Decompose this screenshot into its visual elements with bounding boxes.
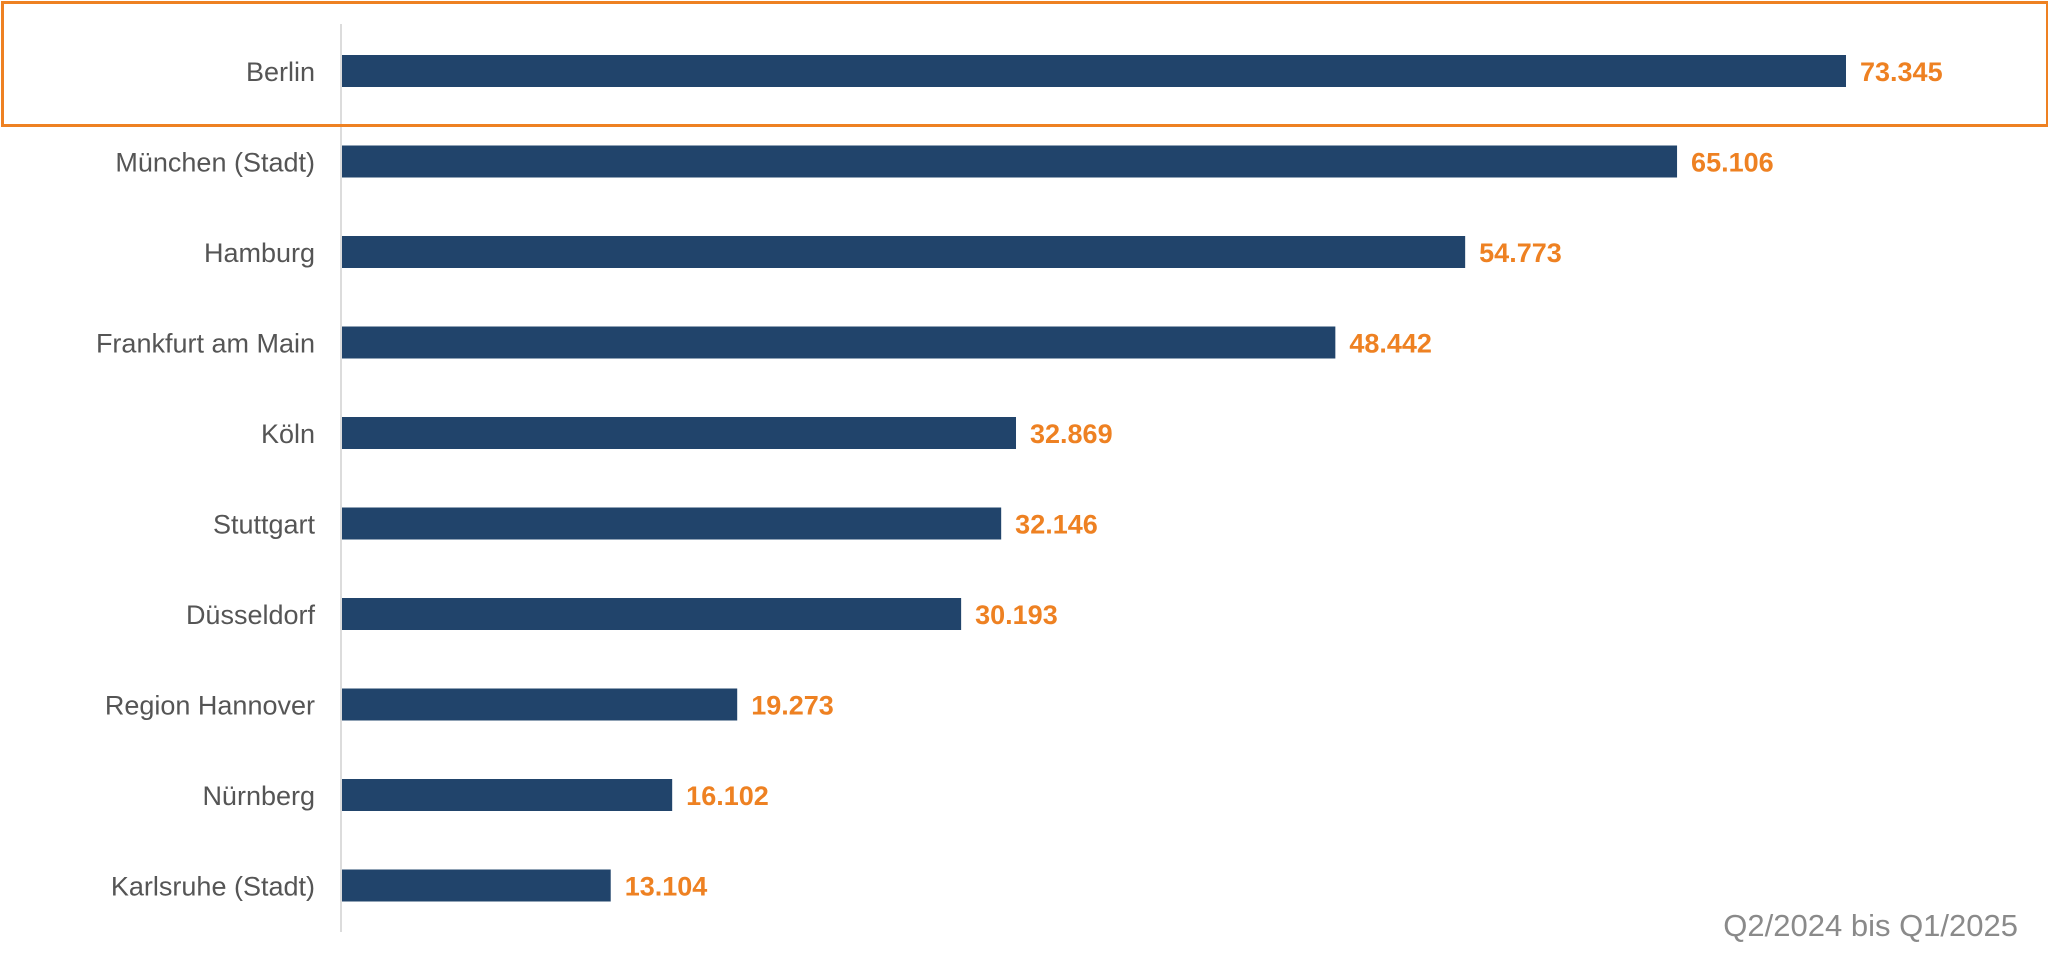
- value-label: 19.273: [751, 691, 834, 721]
- value-label: 73.345: [1860, 57, 1943, 87]
- bars-group: Berlin 73.345 München (Stadt) 65.106 Hamburg…: [96, 55, 1943, 902]
- bar: [342, 507, 1002, 540]
- bar: [342, 417, 1017, 449]
- bar: [342, 688, 738, 721]
- category-label: Hamburg: [204, 238, 315, 268]
- category-label: Stuttgart: [213, 510, 316, 540]
- value-label: 54.773: [1479, 238, 1562, 268]
- category-label: Düsseldorf: [186, 600, 316, 630]
- period-annotation: Q2/2024 bis Q1/2025: [1723, 908, 2018, 943]
- value-label: 32.146: [1015, 510, 1098, 540]
- value-label: 32.869: [1030, 419, 1113, 449]
- category-label: München (Stadt): [115, 148, 315, 178]
- bar: [342, 869, 611, 902]
- bar: [342, 598, 962, 630]
- category-label: Köln: [261, 419, 315, 449]
- bar: [342, 236, 1466, 268]
- value-label: 30.193: [975, 600, 1058, 630]
- category-label: Nürnberg: [202, 781, 315, 811]
- value-label: 65.106: [1691, 148, 1774, 178]
- category-label: Region Hannover: [105, 691, 315, 721]
- category-label: Karlsruhe (Stadt): [111, 872, 315, 902]
- value-label: 16.102: [686, 781, 769, 811]
- bar: [342, 145, 1678, 178]
- bar: [342, 55, 1846, 87]
- value-label: 13.104: [625, 872, 708, 902]
- category-label: Berlin: [246, 57, 315, 87]
- value-label: 48.442: [1349, 329, 1432, 359]
- bar: [342, 326, 1336, 359]
- bar: [342, 779, 673, 811]
- category-label: Frankfurt am Main: [96, 329, 315, 359]
